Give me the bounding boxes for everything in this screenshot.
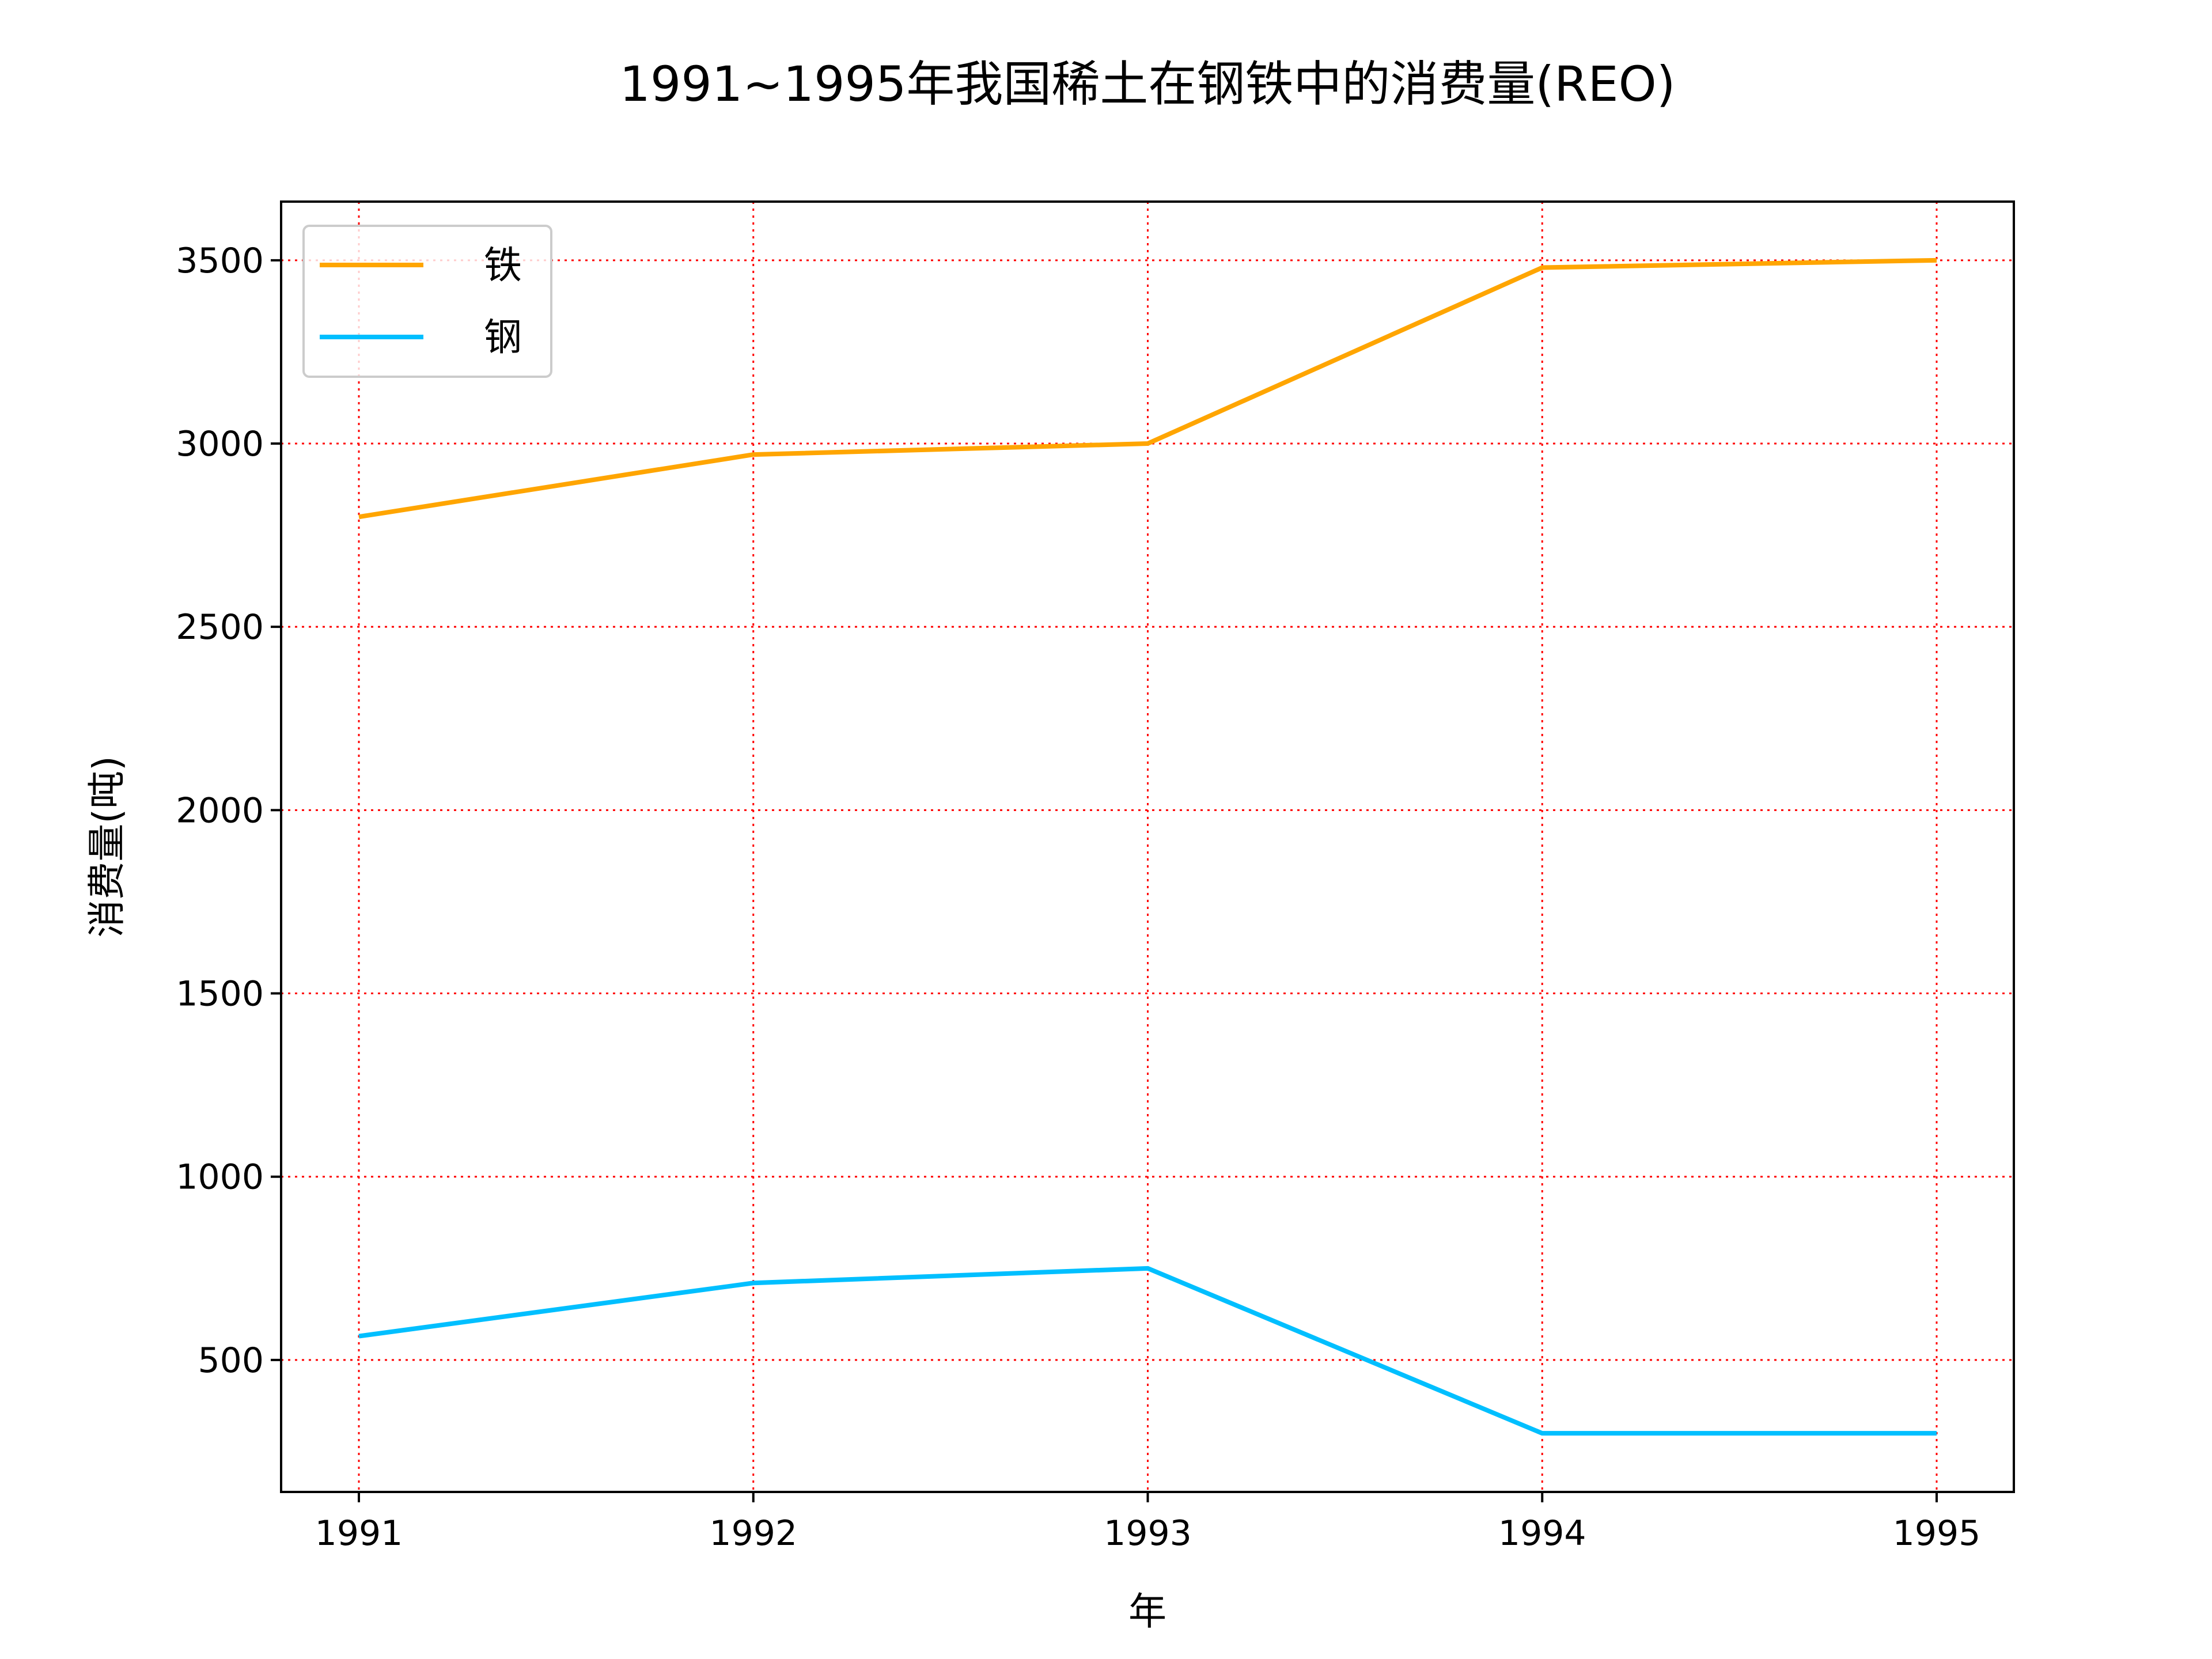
legend-label: 铁 <box>484 243 522 287</box>
y-axis: 500 1000 1500 2000 2500 3000 3500 <box>176 241 281 1381</box>
x-axis: 1991 1992 1993 1994 1995 <box>315 1492 1981 1554</box>
y-axis-label: 消费量(吨) <box>85 756 129 938</box>
y-tick-label: 2000 <box>176 790 264 831</box>
grid <box>281 202 2014 1492</box>
x-tick-label: 1994 <box>1498 1513 1586 1554</box>
x-axis-label: 年 <box>1128 1589 1166 1634</box>
x-tick-label: 1993 <box>1104 1513 1192 1554</box>
y-tick-label: 3000 <box>176 424 264 464</box>
legend: 铁钢 <box>302 225 552 378</box>
y-tick-label: 3500 <box>176 241 264 281</box>
x-tick-label: 1992 <box>709 1513 797 1554</box>
y-tick-label: 500 <box>198 1340 264 1381</box>
chart-title: 1991~1995年我国稀土在钢铁中的消费量(REO) <box>619 56 1675 112</box>
x-tick-label: 1991 <box>315 1513 403 1554</box>
legend-label: 钢 <box>484 315 522 359</box>
x-tick-label: 1995 <box>1893 1513 1981 1554</box>
series-line-0 <box>358 257 1937 520</box>
series-lines <box>358 257 1937 1436</box>
y-tick-label: 2500 <box>176 607 264 647</box>
series-line-1 <box>358 1266 1937 1436</box>
y-tick-label: 1500 <box>176 974 264 1014</box>
y-tick-label: 1000 <box>176 1157 264 1198</box>
